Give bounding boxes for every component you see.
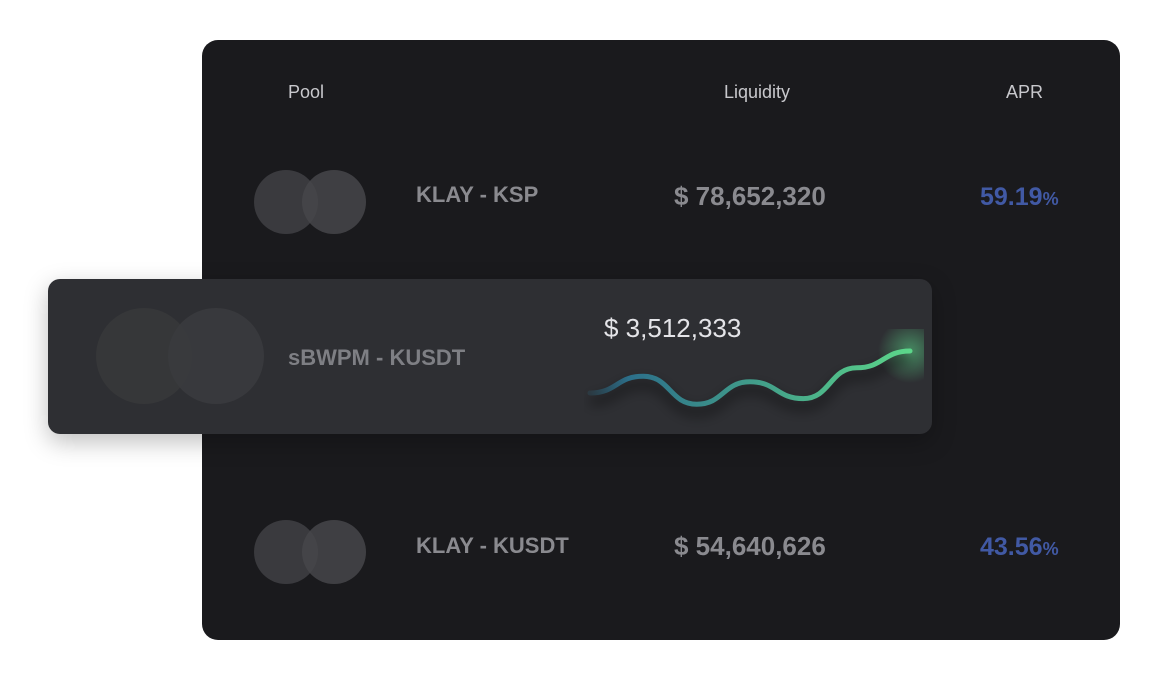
token-pair-icon <box>254 170 366 234</box>
apr-percent-sign: % <box>1042 539 1059 559</box>
pool-name[interactable]: KLAY - KUSDT <box>416 533 569 558</box>
token-b-icon <box>302 520 366 584</box>
token-b-icon <box>168 308 264 404</box>
liquidity-sparkline <box>587 329 924 418</box>
highlighted-pool-row[interactable]: sBWPM - KUSDT $ 3,512,333 <box>48 279 932 434</box>
token-b-icon <box>302 170 366 234</box>
column-header-pool[interactable]: Pool <box>288 82 325 102</box>
pool-name[interactable]: KLAY - KSP <box>416 182 539 207</box>
column-header-apr[interactable]: APR <box>1006 82 1044 102</box>
apr-percent-sign: % <box>1042 189 1059 209</box>
liquidity-value: $ 3,512,333 <box>604 313 742 343</box>
token-pair-icon <box>254 520 366 584</box>
token-pair-icon <box>96 308 264 404</box>
liquidity-value: $ 54,640,626 <box>674 531 826 561</box>
column-header-liquidity[interactable]: Liquidity <box>724 82 791 102</box>
apr-number: 59.19 <box>980 183 1043 211</box>
pool-name[interactable]: sBWPM - KUSDT <box>288 345 466 370</box>
sparkline-line <box>587 348 913 407</box>
apr-value: 59.19% <box>980 183 1059 212</box>
liquidity-value: $ 78,652,320 <box>674 181 826 211</box>
apr-number: 43.56 <box>980 533 1043 561</box>
sparkline-shadow <box>589 354 911 418</box>
apr-value: 43.56% <box>980 533 1059 562</box>
